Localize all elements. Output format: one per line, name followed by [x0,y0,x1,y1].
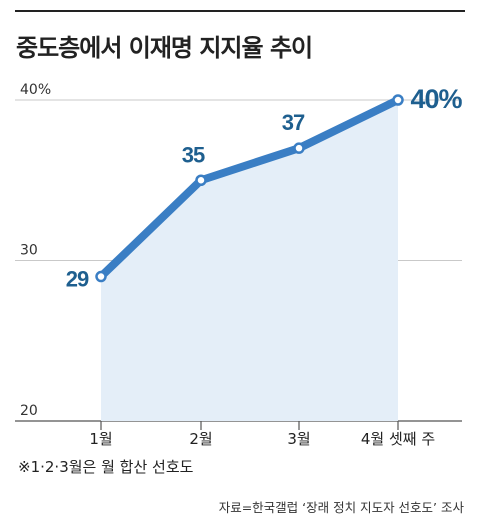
data-label: 37 [282,110,305,135]
data-label: 29 [66,267,89,292]
line-layer [97,96,402,281]
data-point [95,270,107,283]
x-axis: 1월 2월 3월 4월 셋째 주 [89,421,435,448]
point-layer [95,94,404,283]
data-label: 40% [410,84,462,114]
x-tick-label: 1월 [89,430,112,448]
y-tick-label: 20 [20,403,38,419]
y-tick-label: 30 [20,243,38,259]
x-tick-label: 2월 [189,430,212,448]
x-tick-label: 4월 셋째 주 [361,430,435,448]
data-point [195,174,207,186]
area-layer [101,100,398,421]
data-label-layer: 29 35 37 40% [66,84,464,292]
x-tick-label: 3월 [287,430,310,448]
source-note: 자료=한국갤럽 ‘장래 정치 지도자 선호도’ 조사 [218,500,464,515]
data-point [293,142,305,154]
chart-title: 중도층에서 이재명 지지율 추이 [16,34,313,62]
series-line [97,96,402,281]
area-fill [101,100,398,421]
data-point [392,94,404,106]
top-rule [15,10,465,12]
footnote: ※1·2·3월은 월 합산 선호도 [18,458,194,476]
data-label: 35 [182,142,205,167]
y-tick-label: 40% [20,82,51,98]
